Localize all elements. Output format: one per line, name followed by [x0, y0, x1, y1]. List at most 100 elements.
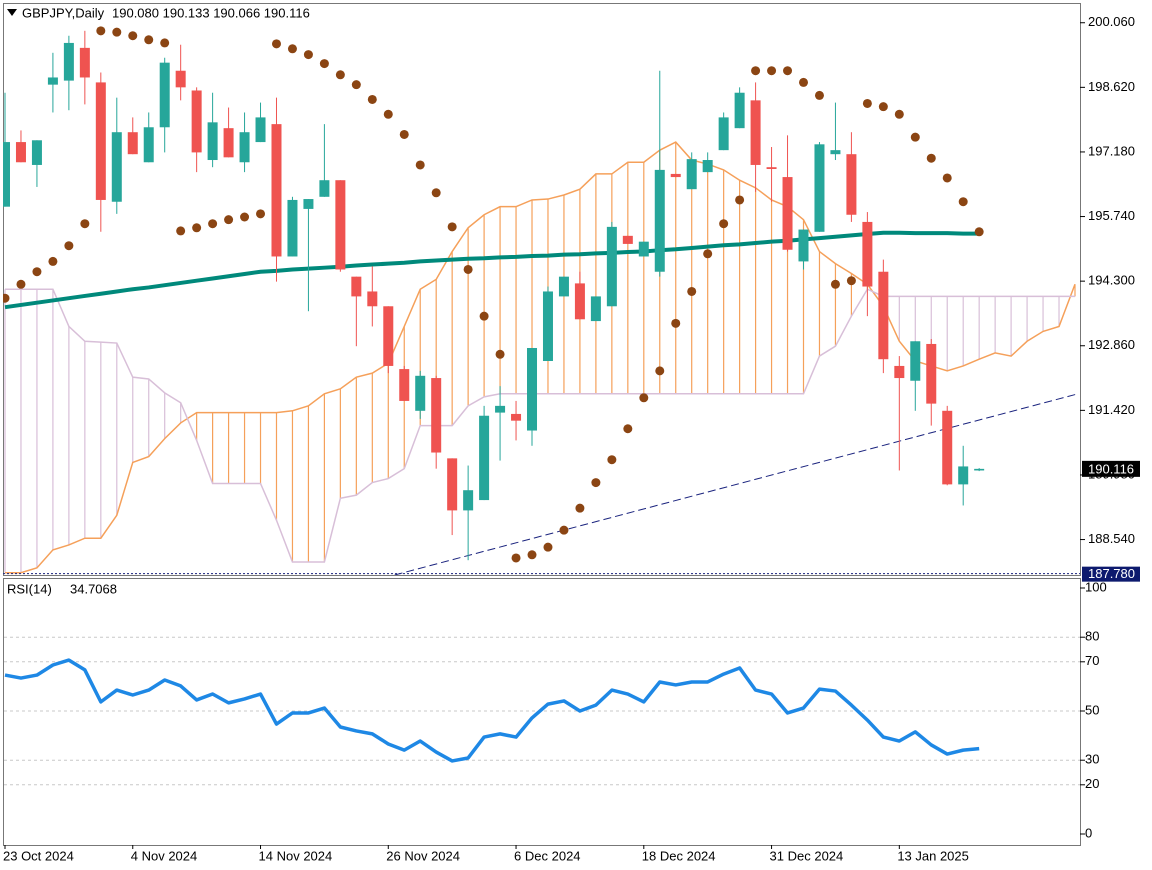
rsi-title: RSI(14) — [7, 581, 52, 596]
x-tick-label: 26 Nov 2024 — [386, 848, 460, 863]
candle-body — [638, 241, 649, 257]
sar-dot — [431, 188, 441, 198]
sar-dot — [703, 249, 713, 259]
y-tick-label: 20 — [1085, 776, 1099, 791]
candle-body — [351, 276, 362, 297]
y-tick-label: 191.420 — [1088, 402, 1135, 417]
sar-dot — [559, 525, 569, 535]
sar-dot — [862, 98, 872, 108]
sar-dot — [303, 50, 313, 60]
x-tick-label: 14 Nov 2024 — [259, 848, 333, 863]
candle-body — [542, 291, 553, 362]
cloud-span-b — [5, 288, 1075, 563]
candle-body — [287, 199, 298, 257]
y-tick-label: 197.180 — [1088, 143, 1135, 158]
sar-dot — [751, 66, 761, 76]
candle-body — [31, 140, 42, 165]
candle-body — [590, 296, 601, 322]
sar-dot — [351, 80, 361, 90]
sar-dot — [671, 318, 681, 328]
rsi-value: 34.7068 — [70, 581, 117, 596]
candle-body — [495, 405, 506, 413]
candle-body — [399, 369, 410, 401]
x-tick-label: 31 Dec 2024 — [770, 848, 844, 863]
price-line-label: 187.780 — [1088, 566, 1135, 581]
sar-dot — [160, 38, 170, 48]
rsi-line — [4, 658, 980, 763]
candle-body — [798, 229, 809, 262]
sar-dot — [224, 215, 234, 225]
candle-body — [910, 341, 921, 381]
sar-dot — [910, 132, 920, 142]
candle-body — [47, 77, 58, 85]
main-plot — [3, 26, 1080, 575]
sar-dot — [575, 503, 585, 513]
candle-body — [111, 132, 122, 202]
sar-dot — [719, 219, 729, 229]
candle-body — [127, 132, 138, 155]
candle-body — [814, 144, 825, 232]
menu-triangle[interactable] — [7, 9, 17, 16]
sar-dot — [878, 102, 888, 112]
candle-body — [511, 413, 522, 421]
candle-body — [79, 47, 90, 78]
candle-body — [766, 167, 777, 169]
sar-dot — [176, 226, 186, 236]
candle-body — [734, 92, 745, 129]
candle-body — [383, 306, 394, 366]
candle-body — [271, 124, 282, 257]
sar-dot — [767, 66, 777, 76]
candle-body — [319, 180, 330, 197]
sar-dot — [399, 129, 409, 139]
sar-dot — [48, 256, 58, 266]
sar-dot — [240, 212, 250, 222]
candle-body — [191, 90, 202, 153]
candle-body — [926, 343, 937, 404]
candle-body — [15, 142, 26, 163]
candle-body — [207, 122, 218, 161]
candle-body — [558, 276, 569, 297]
sar-dot — [271, 39, 281, 49]
sar-dot — [830, 279, 840, 289]
candle-body — [958, 466, 969, 485]
candle-body — [606, 226, 617, 307]
symbol: GBPJPY,Daily — [22, 5, 105, 20]
candle-body — [718, 117, 729, 151]
sar-dot — [32, 267, 42, 277]
candle-body — [702, 160, 713, 173]
sar-dot — [543, 542, 553, 552]
y-tick-label: 50 — [1085, 702, 1099, 717]
sar-dot — [607, 455, 617, 465]
sar-dot — [639, 393, 649, 403]
candle-body — [479, 415, 490, 501]
sar-dot — [335, 70, 345, 80]
candle-body — [750, 100, 761, 165]
y-tick-label: 100 — [1085, 579, 1107, 594]
sar-dot — [894, 109, 904, 119]
y-tick-label: 200.060 — [1088, 14, 1135, 29]
candle-body — [574, 283, 585, 320]
sar-dot — [80, 219, 90, 229]
sar-dot — [3, 293, 10, 303]
sar-dot — [367, 94, 377, 104]
candle-body — [974, 468, 985, 471]
y-tick-label: 194.300 — [1088, 273, 1135, 288]
rsi-panel — [3, 578, 1081, 846]
sar-dot — [208, 219, 218, 229]
candle-body — [942, 410, 953, 485]
ohlc: 190.080 190.133 190.066 190.116 — [112, 5, 310, 20]
candle-body — [223, 128, 234, 158]
sar-dot — [319, 59, 329, 69]
sar-dot — [192, 223, 202, 233]
sar-dot — [623, 424, 633, 434]
candle-body — [143, 127, 154, 163]
x-tick-label: 18 Dec 2024 — [642, 848, 716, 863]
candle-body — [622, 235, 633, 244]
y-tick-label: 192.860 — [1088, 337, 1135, 352]
candle-body — [846, 154, 857, 215]
candle-body — [782, 177, 793, 250]
candle-body — [159, 62, 170, 128]
candle-body — [335, 180, 346, 270]
